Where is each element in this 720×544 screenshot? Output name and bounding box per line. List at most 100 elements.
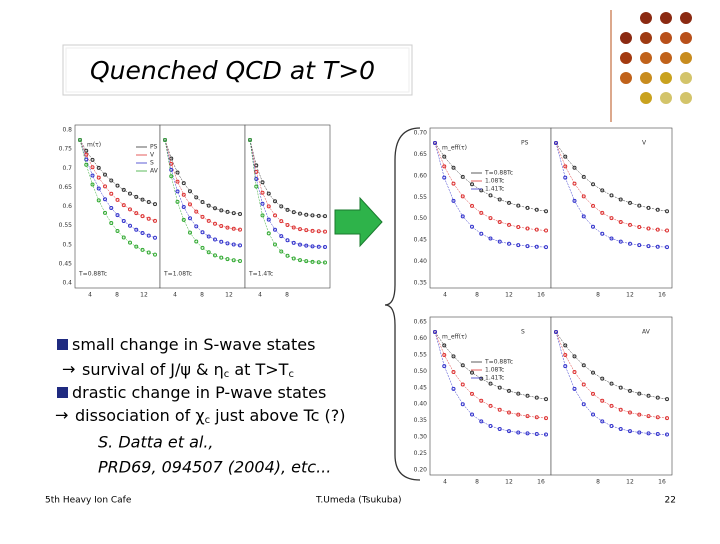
curve-point — [600, 210, 605, 215]
curve-point — [298, 211, 302, 216]
curve-point — [460, 382, 465, 387]
curve-point — [581, 194, 586, 199]
curve-point — [134, 227, 139, 232]
y-tick-label: 0.50 — [414, 368, 428, 375]
curve-point — [572, 181, 577, 186]
text-run: survival of J/ψ & η — [82, 360, 224, 379]
legend-label: T=0.88Tc — [484, 170, 513, 177]
curve-point — [128, 223, 132, 228]
citation: S. Datta et al., — [98, 433, 214, 452]
curve-point — [591, 412, 595, 417]
curve-point — [572, 198, 577, 203]
curve-point — [460, 194, 465, 199]
curve-point — [479, 210, 484, 215]
curve-point — [618, 385, 623, 390]
curve-point — [442, 343, 447, 348]
curve-point — [451, 181, 456, 186]
decor-dots — [610, 10, 692, 122]
curve-point — [507, 388, 511, 393]
panel-label: PS — [521, 140, 529, 147]
curve-point — [563, 364, 568, 369]
curve-point — [219, 239, 224, 244]
bullet-text: small change in S-wave states — [72, 335, 315, 354]
curve-point — [563, 164, 568, 169]
curve-point — [563, 352, 568, 357]
curve-point — [600, 231, 605, 236]
curve-point — [219, 255, 224, 260]
curve — [434, 142, 547, 248]
curve-point — [591, 203, 595, 208]
footer-center: T.Umeda (Tsukuba) — [315, 496, 402, 506]
plot-panel — [550, 127, 673, 289]
curve-point — [175, 179, 180, 184]
curve — [555, 142, 668, 212]
text-run: small change in S-wave states — [72, 335, 315, 354]
curve-point — [266, 231, 271, 236]
curve-point — [479, 419, 484, 424]
curve-point — [525, 205, 530, 210]
subscript: c — [205, 415, 211, 426]
curve — [434, 142, 547, 212]
curve-point — [279, 219, 284, 224]
curve-point — [128, 240, 132, 245]
curve-point — [310, 244, 315, 249]
curve-point — [260, 213, 265, 218]
curve-point — [260, 201, 265, 206]
curve-point — [90, 157, 95, 162]
legend-label: 1.41Tc — [485, 375, 504, 382]
curve-point — [181, 181, 186, 186]
y-tick-label: 0.5 — [62, 241, 72, 248]
curve — [249, 139, 326, 248]
curve-point — [225, 225, 230, 230]
text-run: just above Tc (?) — [210, 406, 345, 425]
curve-point — [200, 245, 205, 250]
text-run: dissociation of χ — [75, 406, 205, 425]
curve-point — [194, 224, 199, 229]
curve-point — [121, 219, 126, 224]
curve-point — [507, 222, 511, 227]
panel-label: T=1.4Tc — [248, 271, 273, 278]
curve-point — [121, 203, 126, 208]
curve-point — [572, 165, 577, 170]
y-tick-label: 0.6 — [62, 203, 72, 210]
x-tick-label: 4 — [173, 292, 177, 299]
curve — [164, 139, 241, 230]
curve-point — [637, 430, 642, 435]
curve-point — [525, 431, 530, 436]
y-tick-label: 0.50 — [414, 215, 428, 222]
curve-point — [628, 388, 632, 393]
curve-point — [581, 214, 586, 219]
curve-point — [115, 229, 120, 234]
curve-point — [103, 197, 107, 202]
curve-point — [451, 198, 456, 203]
curve — [79, 139, 156, 255]
curve-point — [479, 376, 484, 381]
y-tick-label: 0.20 — [414, 467, 428, 474]
curve-point — [115, 183, 120, 188]
curve-point — [206, 203, 211, 208]
curve-point — [96, 186, 101, 191]
curve-point — [279, 249, 284, 254]
x-tick-label: 8 — [285, 292, 289, 299]
brace — [384, 127, 421, 481]
curve-point — [121, 187, 126, 192]
curve — [164, 139, 241, 262]
curve-point — [128, 191, 132, 196]
curve-point — [609, 403, 614, 408]
curve-point — [169, 174, 174, 179]
x-tick-label: 16 — [658, 292, 666, 299]
x-tick-label: 8 — [200, 292, 204, 299]
curve-point — [488, 381, 493, 386]
arrow — [334, 196, 383, 248]
x-tick-label: 8 — [596, 479, 600, 486]
curve-point — [96, 175, 101, 180]
y-tick-label: 0.30 — [414, 434, 428, 441]
y-tick-label: 0.45 — [414, 237, 428, 244]
curve-point — [637, 412, 642, 417]
panel-label: T=1.08Tc — [163, 271, 192, 278]
curve-point — [488, 216, 493, 221]
curve-point — [213, 237, 217, 242]
curve-point — [618, 219, 623, 224]
curve-point — [115, 197, 120, 202]
curve-point — [470, 391, 474, 396]
